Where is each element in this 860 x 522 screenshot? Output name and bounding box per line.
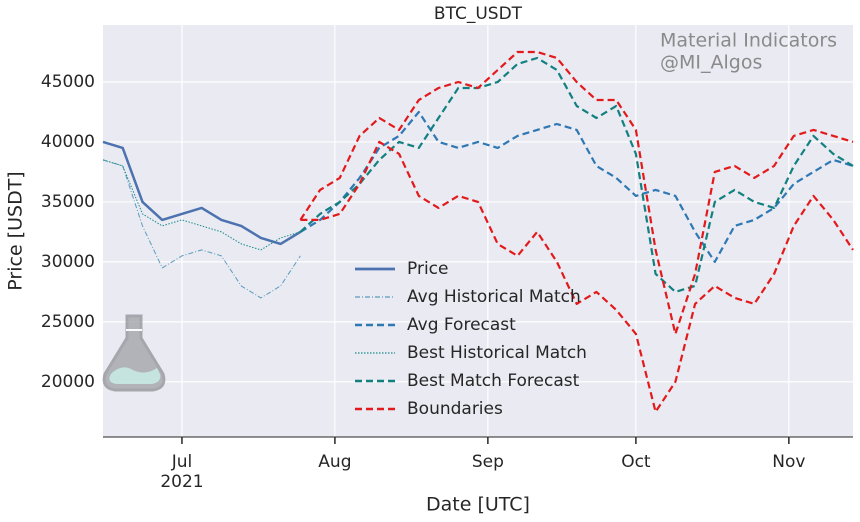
series-line: [102, 159, 301, 251]
series-line: [102, 159, 301, 299]
series-lines: [102, 50, 854, 413]
watermark: @MI_Algos: [660, 52, 762, 74]
legend-label: Price: [407, 259, 448, 279]
series-line: [300, 140, 854, 413]
y-tick-label: 25000: [41, 312, 95, 332]
series-line: [299, 110, 854, 263]
legend-label: Avg Forecast: [407, 315, 516, 335]
flask-logo: [102, 314, 166, 392]
y-tick-label: 20000: [41, 372, 95, 392]
series-line: [299, 56, 854, 293]
legend-label: Best Historical Match: [407, 343, 587, 363]
x-tick-label: Jul 2021: [160, 452, 203, 492]
x-tick-label: Aug: [318, 452, 351, 472]
y-tick-label: 30000: [41, 252, 95, 272]
y-tick-label: 40000: [41, 132, 95, 152]
y-tick-label: 35000: [41, 192, 95, 212]
legend-label: Avg Historical Match: [407, 287, 581, 307]
y-axis-label: Price [USDT]: [5, 171, 27, 290]
x-tick-label: Nov: [772, 452, 805, 472]
x-tick-label: Sep: [472, 452, 504, 472]
legend-label: Boundaries: [407, 399, 503, 419]
legend-label: Best Match Forecast: [407, 371, 580, 391]
series-line: [299, 50, 854, 335]
x-tick-label: Oct: [621, 452, 651, 472]
chart-title: BTC_USDT: [434, 4, 523, 24]
series-line: [102, 140, 302, 246]
grid: [103, 25, 853, 437]
plot-area: [103, 25, 853, 437]
y-tick-label: 45000: [41, 72, 95, 92]
watermark: Material Indicators: [660, 30, 837, 52]
legend: Price Avg Historical Match Avg Forecast Bes…: [355, 259, 587, 419]
x-axis-label: Date [UTC]: [426, 494, 530, 516]
